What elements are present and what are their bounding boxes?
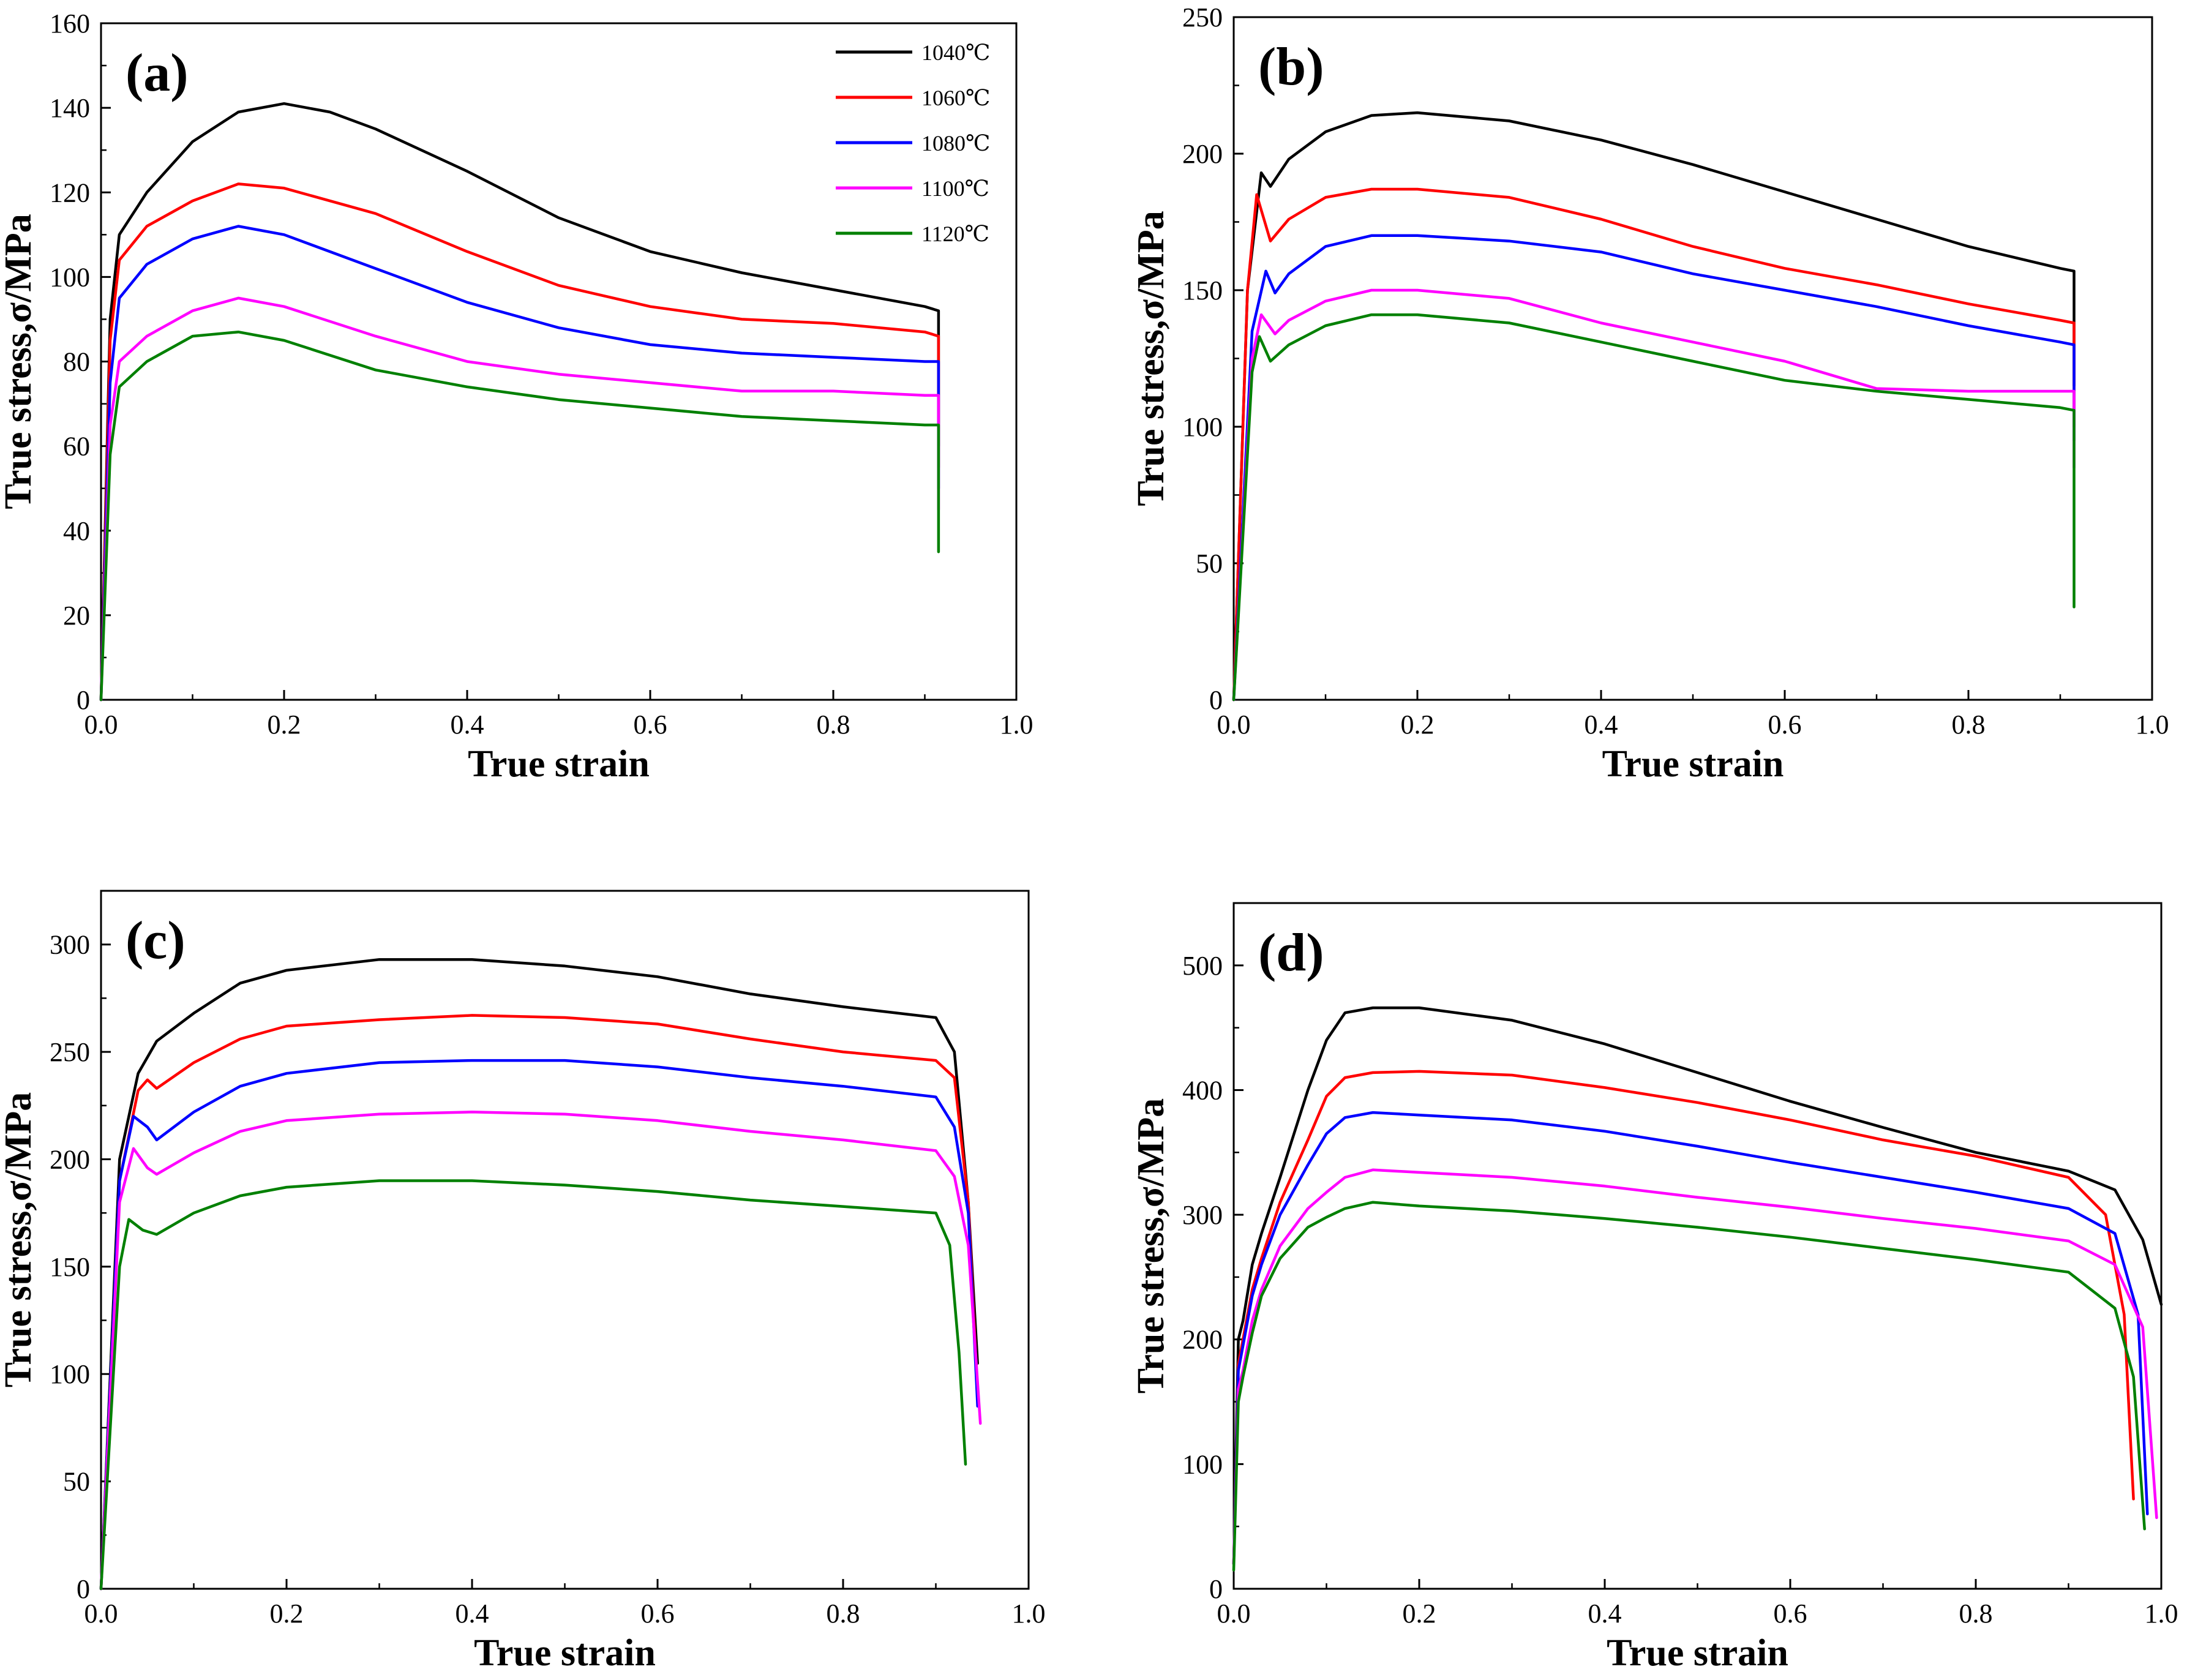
series-line-1120℃ — [99, 1179, 967, 1591]
series-line-1100℃ — [99, 1111, 982, 1591]
y-tick-label: 200 — [50, 1144, 90, 1174]
series-line-1120℃ — [99, 330, 940, 702]
x-tick-label: 0.8 — [1959, 1599, 1993, 1629]
x-tick-label: 0.4 — [1588, 1599, 1622, 1629]
legend-label: 1100℃ — [921, 176, 989, 201]
x-tick-label: 0.4 — [456, 1599, 489, 1629]
y-tick-label: 300 — [50, 930, 90, 960]
y-tick-label: 50 — [63, 1467, 90, 1497]
y-tick-label: 300 — [1182, 1200, 1223, 1230]
x-tick-label: 0.4 — [451, 710, 484, 740]
x-tick-label: 0.0 — [84, 1599, 118, 1629]
legend-label: 1060℃ — [921, 86, 990, 110]
y-tick-label: 140 — [50, 93, 90, 123]
series-line-1060℃ — [99, 1014, 979, 1591]
plot-frame — [1232, 902, 2163, 1590]
x-axis-title: True strain — [468, 743, 650, 785]
legend-label: 1040℃ — [921, 40, 990, 65]
x-tick-label: 0.0 — [1217, 1599, 1251, 1629]
y-tick-label: 200 — [1182, 139, 1223, 169]
series-line-1080℃ — [99, 225, 940, 702]
x-tick-label: 0.6 — [634, 710, 667, 740]
y-tick-label: 150 — [50, 1252, 90, 1282]
y-tick-label: 150 — [1182, 276, 1223, 306]
x-tick-label: 0.8 — [817, 710, 850, 740]
panel-label: (d) — [1258, 923, 1324, 983]
y-tick-label: 0 — [1209, 685, 1223, 715]
x-tick-label: 0.2 — [1401, 710, 1435, 740]
series-line-1080℃ — [99, 1059, 979, 1591]
x-tick-label: 0.2 — [268, 710, 301, 740]
x-tick-label: 1.0 — [2145, 1599, 2178, 1629]
x-tick-label: 0.6 — [1768, 710, 1802, 740]
plot-frame — [100, 22, 1018, 701]
chart-panel-1: 0.0 0.2 0.4 0.6 0.8 1.0 0 20 40 60 80 100 120 140 160 T… — [0, 9, 1033, 785]
legend-label: 1080℃ — [921, 131, 990, 156]
chart-panel-2: 0.0 0.2 0.4 0.6 0.8 1.0 0 50 100 150 200 250 True st… — [1130, 2, 2169, 785]
x-tick-label: 1.0 — [2136, 710, 2169, 740]
y-tick-label: 200 — [1182, 1325, 1223, 1355]
x-tick-label: 0.0 — [1217, 710, 1251, 740]
y-tick-label: 50 — [1196, 549, 1223, 579]
panel-label: (a) — [126, 43, 189, 103]
series-line-1040℃ — [99, 958, 979, 1591]
y-tick-label: 60 — [63, 432, 90, 462]
panel-label: (c) — [126, 911, 186, 970]
y-axis-title: True stress,σ/MPa — [1130, 1098, 1172, 1394]
y-tick-label: 160 — [50, 9, 90, 39]
y-tick-label: 0 — [77, 685, 90, 715]
x-tick-label: 0.4 — [1585, 710, 1618, 740]
x-tick-label: 1.0 — [1012, 1599, 1046, 1629]
y-axis-title: True stress,σ/MPa — [0, 214, 39, 509]
series-line-1060℃ — [1232, 187, 2076, 702]
x-tick-label: 1.0 — [1000, 710, 1033, 740]
y-tick-label: 100 — [1182, 412, 1223, 442]
series-line-1060℃ — [1232, 1070, 2135, 1566]
y-tick-label: 0 — [77, 1574, 90, 1604]
series-line-1120℃ — [1232, 1201, 2146, 1572]
y-tick-label: 40 — [63, 516, 90, 546]
plot-frame — [100, 890, 1030, 1590]
series-line-1060℃ — [99, 182, 940, 702]
y-tick-label: 120 — [50, 178, 90, 208]
x-tick-label: 0.6 — [641, 1599, 675, 1629]
series-line-1080℃ — [1232, 1111, 2149, 1566]
x-tick-label: 0.0 — [84, 710, 118, 740]
panel-label: (b) — [1258, 37, 1324, 97]
x-axis-title: True strain — [1602, 743, 1784, 785]
x-tick-label: 0.8 — [827, 1599, 860, 1629]
y-tick-label: 100 — [50, 1359, 90, 1389]
series-line-1040℃ — [1232, 111, 2076, 702]
y-axis-title: True stress,σ/MPa — [0, 1092, 39, 1388]
chart-panel-4: 0.0 0.2 0.4 0.6 0.8 1.0 0 100 200 300 400 500 True s… — [1130, 902, 2178, 1674]
series-line-1100℃ — [1232, 1168, 2158, 1566]
y-tick-label: 400 — [1182, 1075, 1223, 1105]
plot-frame — [1232, 16, 2153, 701]
legend-label: 1120℃ — [921, 222, 989, 246]
x-axis-title: True strain — [474, 1632, 656, 1674]
series-line-1080℃ — [1232, 234, 2076, 702]
chart-panel-3: 0.0 0.2 0.4 0.6 0.8 1.0 0 50 100 150 200 250 300 True… — [0, 890, 1046, 1674]
y-tick-label: 20 — [63, 601, 90, 631]
x-tick-label: 0.2 — [270, 1599, 304, 1629]
y-tick-label: 80 — [63, 347, 90, 377]
y-axis-title: True stress,σ/MPa — [1130, 211, 1172, 506]
y-tick-label: 250 — [1182, 2, 1223, 32]
y-tick-label: 100 — [1182, 1449, 1223, 1479]
y-tick-label: 100 — [50, 262, 90, 292]
series-line-1100℃ — [1232, 288, 2076, 702]
legend: 1040℃ 1060℃ 1080℃ 1100℃ 1120℃ — [836, 40, 990, 246]
y-tick-label: 250 — [50, 1037, 90, 1067]
y-tick-label: 0 — [1209, 1574, 1223, 1604]
series-line-1040℃ — [1232, 1006, 2163, 1566]
series-line-1120℃ — [1232, 313, 2076, 702]
series-line-1040℃ — [99, 102, 940, 702]
x-axis-title: True strain — [1607, 1632, 1788, 1674]
x-tick-label: 0.2 — [1403, 1599, 1436, 1629]
series-line-1100℃ — [99, 296, 940, 702]
x-tick-label: 0.8 — [1952, 710, 1986, 740]
y-tick-label: 500 — [1182, 951, 1223, 981]
x-tick-label: 0.6 — [1774, 1599, 1807, 1629]
